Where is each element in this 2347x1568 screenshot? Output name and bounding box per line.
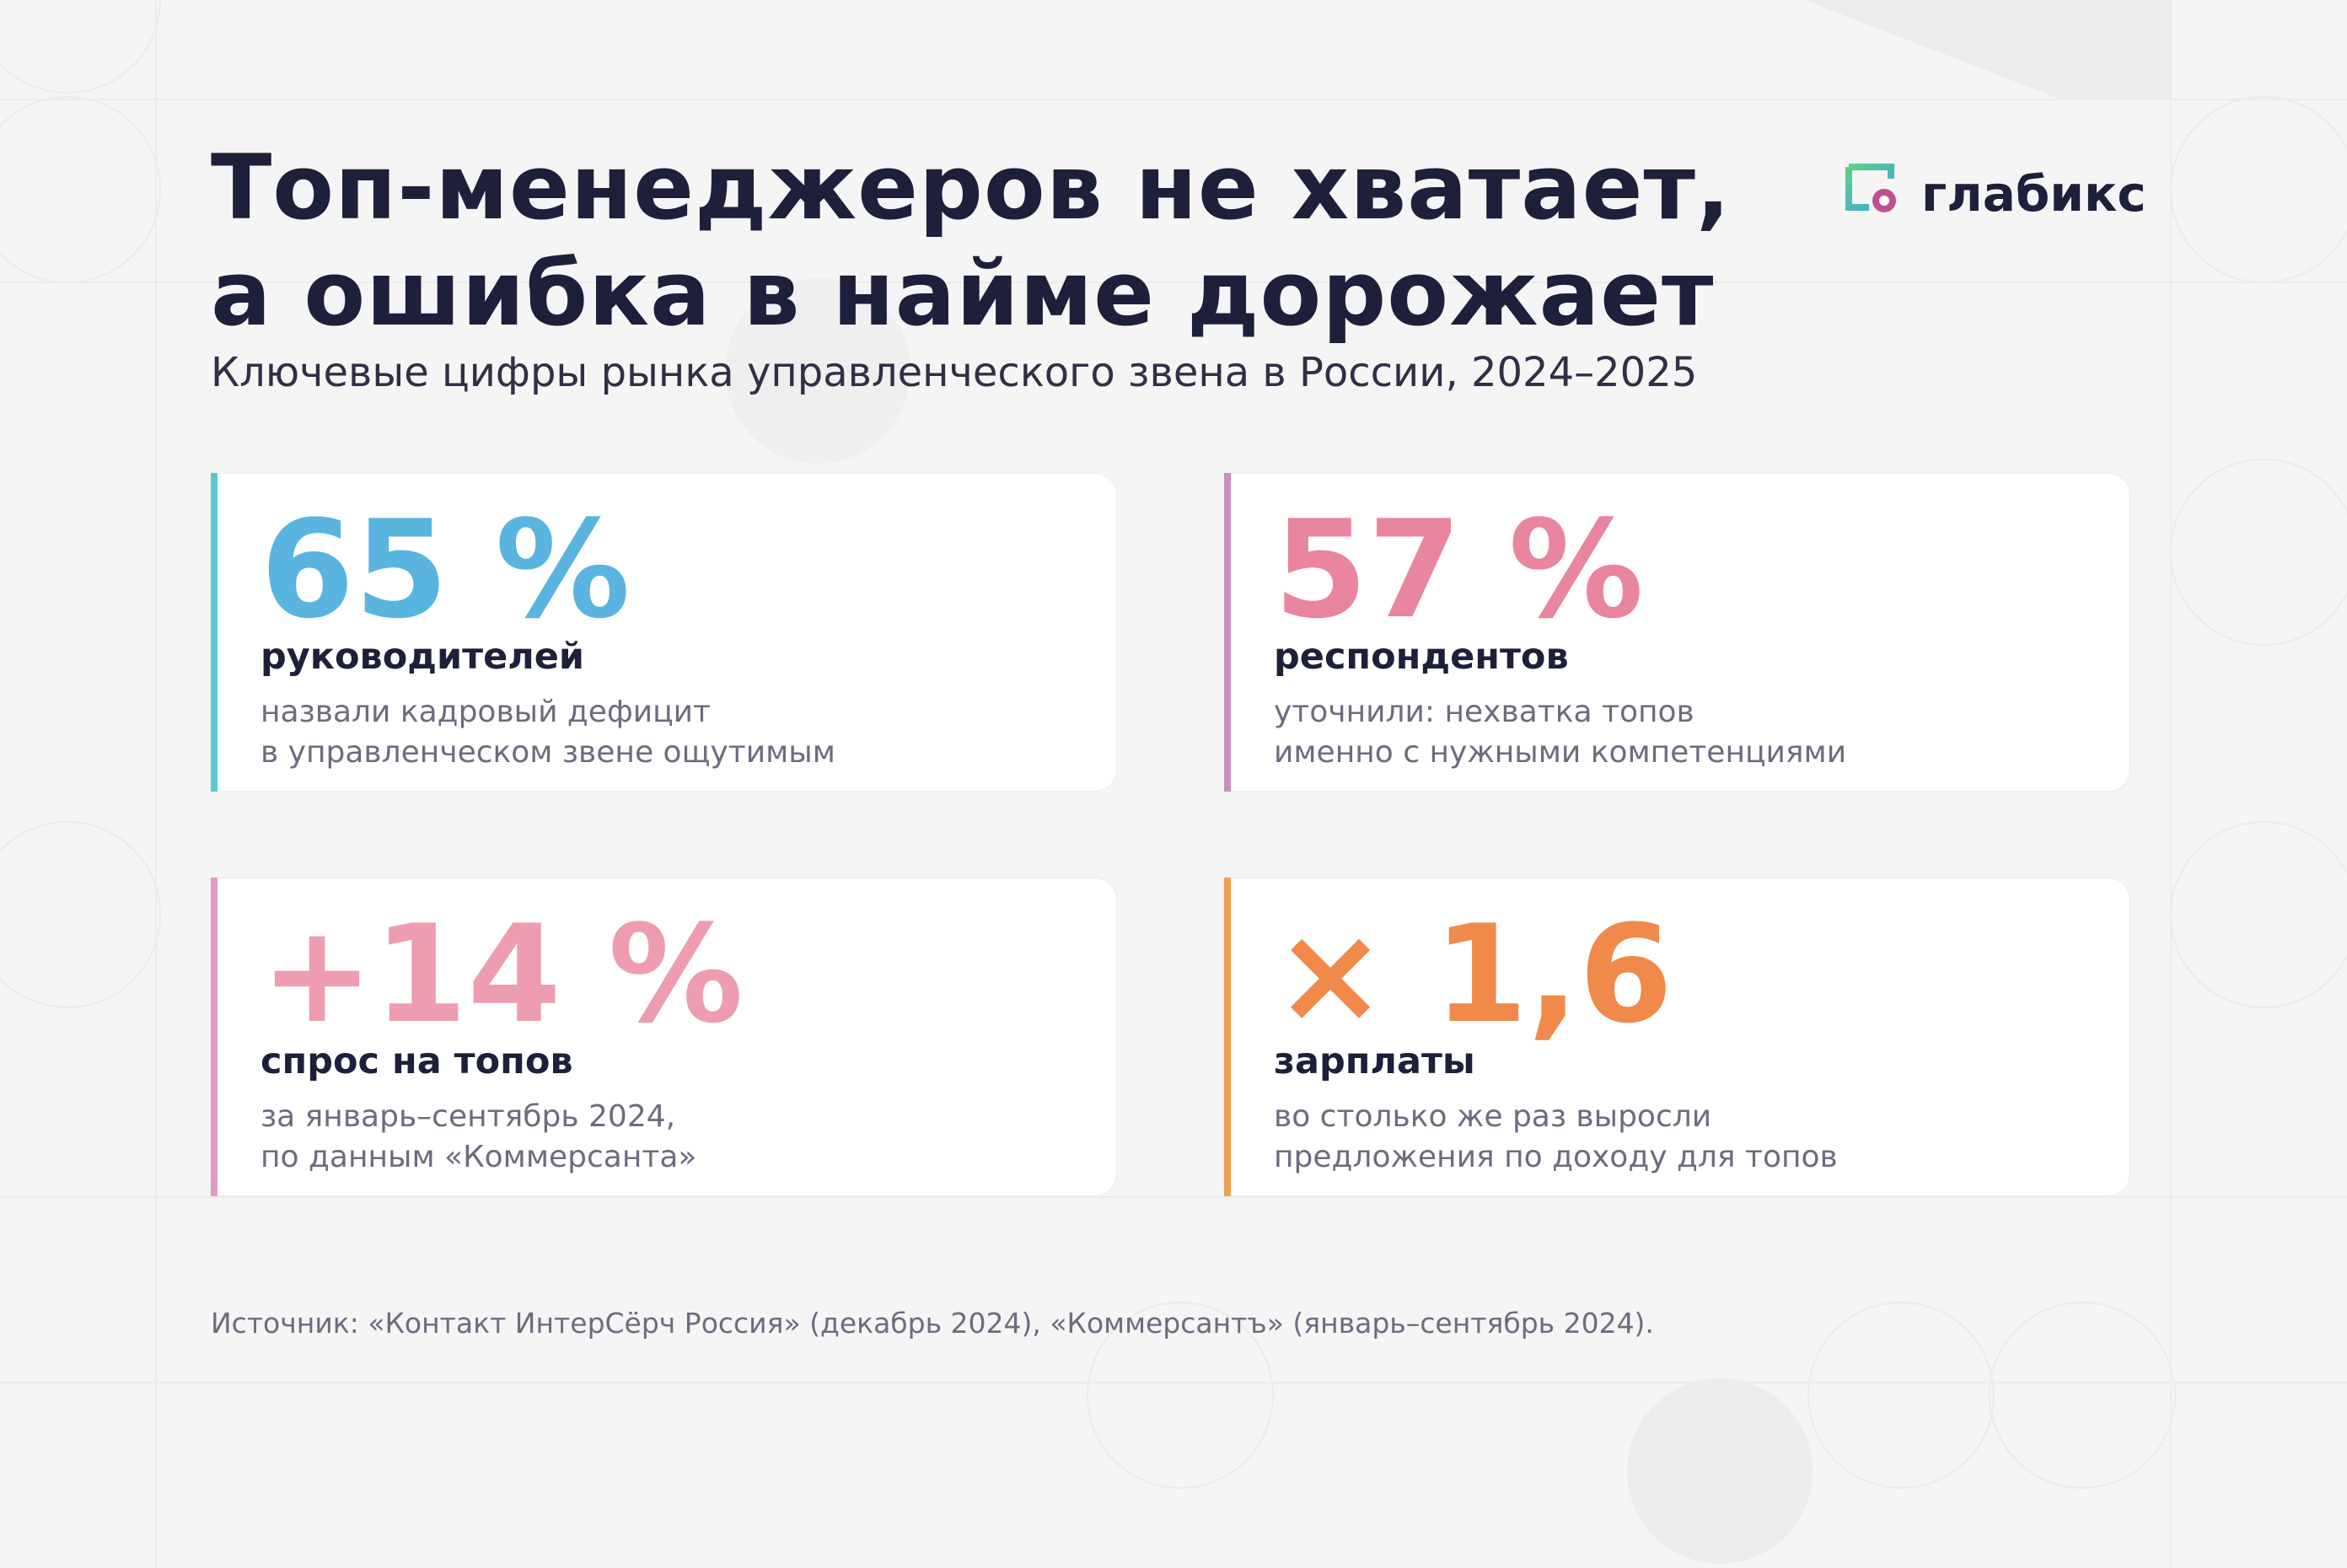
title-line: Топ-менеджеров не хватает, xyxy=(211,136,1732,239)
stat-description: во столько же раз выросли xyxy=(1274,1099,1712,1134)
accent-bar xyxy=(1224,878,1231,1196)
source-note: Источник: «Контакт ИнтерСёрч Россия» (де… xyxy=(211,1307,1654,1340)
stat-description: в управленческом звене ощутимым xyxy=(260,735,835,770)
stat-description: по данным «Коммерсанта» xyxy=(260,1140,697,1174)
accent-bar xyxy=(1224,473,1231,792)
title-line: а ошибка в найме дорожает xyxy=(211,242,1715,346)
stat-description: именно с нужными компетенциями xyxy=(1274,735,1847,770)
stat-card: 65 % руководителей назвали кадровый дефици… xyxy=(211,473,1117,792)
stat-value: 57 % xyxy=(1274,491,1644,648)
subtitle: Ключевые цифры рынка управленческого зве… xyxy=(211,349,1698,396)
stat-label: руководителей xyxy=(260,636,585,678)
stat-card: +14 % спрос на топов за январь–сентябрь 20… xyxy=(211,878,1117,1196)
stat-card: × 1,6 зарплаты во столько же раз выросли пр… xyxy=(1224,878,2130,1196)
stat-label: респондентов xyxy=(1274,636,1569,678)
stat-card: 57 % респондентов уточнили: нехватка топов… xyxy=(1224,473,2130,792)
accent-bar xyxy=(211,878,218,1196)
logo-text: глабикс xyxy=(1921,165,2146,223)
stat-value: 65 % xyxy=(260,491,631,648)
stat-description: уточнили: нехватка топов xyxy=(1274,695,1694,729)
accent-bar xyxy=(211,473,218,792)
logo-icon xyxy=(1845,164,1896,212)
stat-description: предложения по доходу для топов xyxy=(1274,1140,1838,1174)
stat-description: за январь–сентябрь 2024, xyxy=(260,1099,676,1134)
stat-value: × 1,6 xyxy=(1274,895,1673,1053)
logo: глабикс xyxy=(1844,160,2146,228)
stat-value: +14 % xyxy=(260,895,744,1053)
stat-description: назвали кадровый дефицит xyxy=(260,695,712,729)
stat-label: спрос на топов xyxy=(260,1040,573,1082)
stat-label: зарплаты xyxy=(1274,1040,1475,1082)
